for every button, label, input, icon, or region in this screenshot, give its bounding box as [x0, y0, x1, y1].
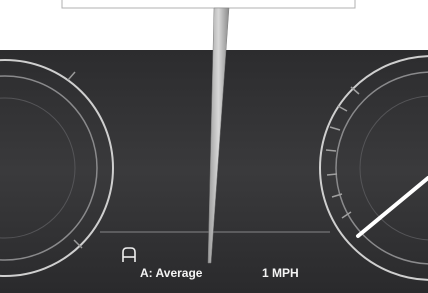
trip-label: A: Average	[140, 266, 203, 280]
page: A: Average 1 MPH (() => { const data = J…	[0, 0, 428, 293]
screenshot: A: Average 1 MPH	[0, 0, 428, 293]
speed-reading: 1 MPH	[262, 266, 299, 280]
callout-box	[62, 0, 355, 8]
